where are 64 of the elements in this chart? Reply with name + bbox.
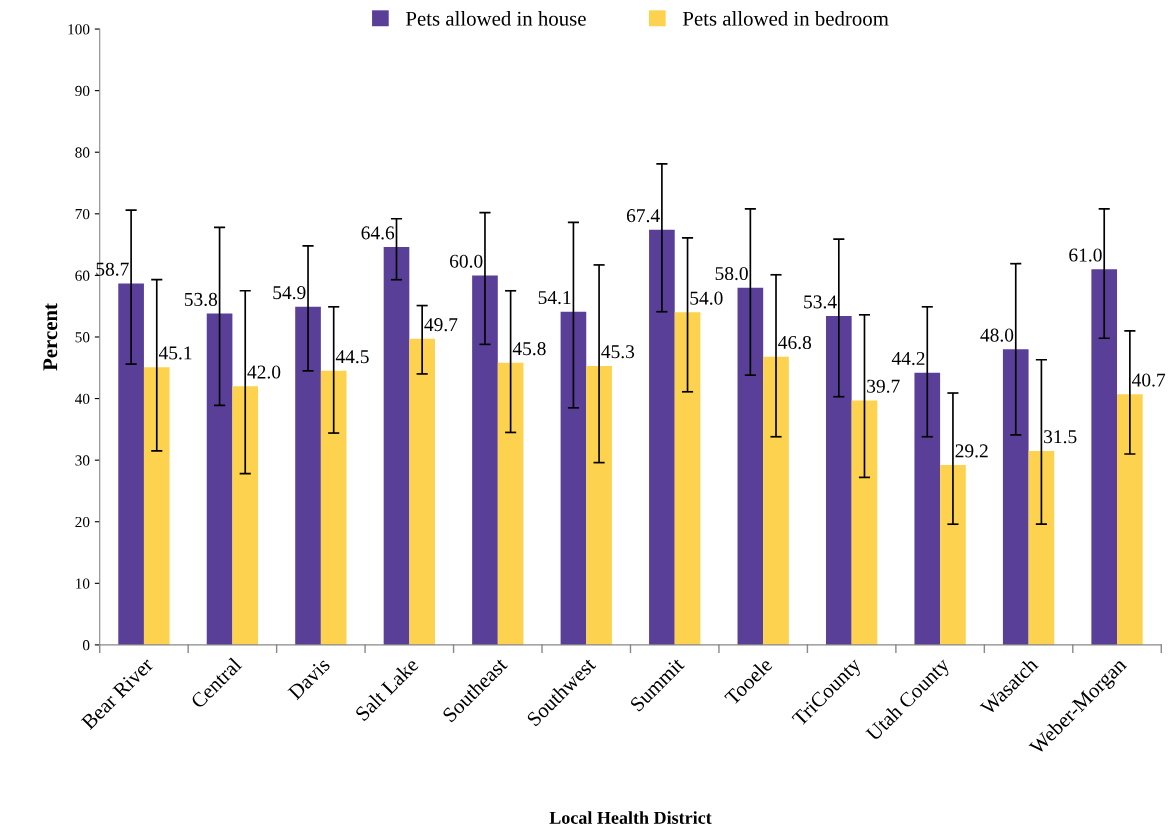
y-tick-label: 30 [75, 455, 90, 466]
data-label: 58.7 [96, 262, 129, 276]
bar [914, 372, 941, 645]
bar [472, 275, 498, 645]
data-label: 29.2 [955, 444, 988, 458]
data-label: 54.0 [690, 291, 723, 305]
bar [383, 247, 410, 645]
data-label: 53.4 [804, 295, 837, 309]
data-label: 58.0 [715, 266, 748, 281]
legend-label: Pets allowed in house [406, 11, 586, 26]
data-label: 49.7 [424, 318, 458, 332]
bar [1028, 450, 1055, 645]
bar [1117, 394, 1143, 645]
data-label: 31.5 [1044, 430, 1077, 444]
data-label: 45.8 [512, 342, 546, 356]
data-label: 60.0 [450, 254, 483, 268]
bar [1091, 269, 1118, 645]
data-label: 44.5 [335, 350, 369, 364]
bar [206, 313, 233, 645]
bar [940, 465, 966, 645]
y-tick-label: 20 [75, 516, 90, 528]
y-tick-label: 50 [75, 332, 90, 343]
y-tick-label: 40 [75, 393, 90, 405]
bar [232, 386, 259, 645]
bar [649, 229, 675, 645]
y-tick-label: 60 [75, 270, 90, 281]
x-tick-label: Salt Lake [354, 656, 420, 722]
legend-label: Pets allowed in bedroom [682, 11, 889, 26]
data-label: 54.1 [538, 291, 571, 305]
bar [674, 312, 701, 645]
bar [295, 306, 321, 645]
bar [851, 400, 878, 645]
data-label: 48.0 [980, 328, 1014, 342]
bar [825, 316, 852, 645]
bar [560, 311, 587, 645]
bar [1002, 349, 1029, 645]
data-label: 42.0 [247, 365, 281, 379]
y-tick-label: 70 [75, 208, 90, 220]
y-tick-label: 100 [68, 24, 90, 35]
data-label: 54.9 [273, 286, 306, 300]
y-tick-label: 80 [75, 147, 90, 158]
y-tick-label: 90 [75, 85, 90, 97]
data-label: 44.2 [891, 351, 925, 366]
data-label: 64.6 [361, 226, 395, 240]
data-label: 67.4 [626, 209, 660, 223]
data-label: 45.1 [158, 346, 192, 360]
bar [586, 365, 612, 645]
y-axis-title: Percent [43, 303, 58, 371]
y-tick-label: 0 [82, 640, 90, 651]
data-label: 46.8 [778, 335, 812, 350]
data-label: 61.0 [1069, 248, 1102, 262]
data-label: 45.3 [601, 345, 635, 359]
bar [143, 367, 170, 645]
data-label: 40.7 [1132, 373, 1166, 387]
y-tick-label: 10 [76, 578, 90, 589]
x-axis-title: Local Health District [549, 811, 712, 824]
bar [497, 362, 524, 645]
bar [763, 356, 789, 645]
data-label: 39.7 [867, 379, 900, 393]
bar [737, 287, 764, 645]
data-label: 53.8 [184, 292, 218, 307]
bar [320, 370, 347, 645]
bar [409, 338, 435, 645]
bar [118, 283, 144, 645]
